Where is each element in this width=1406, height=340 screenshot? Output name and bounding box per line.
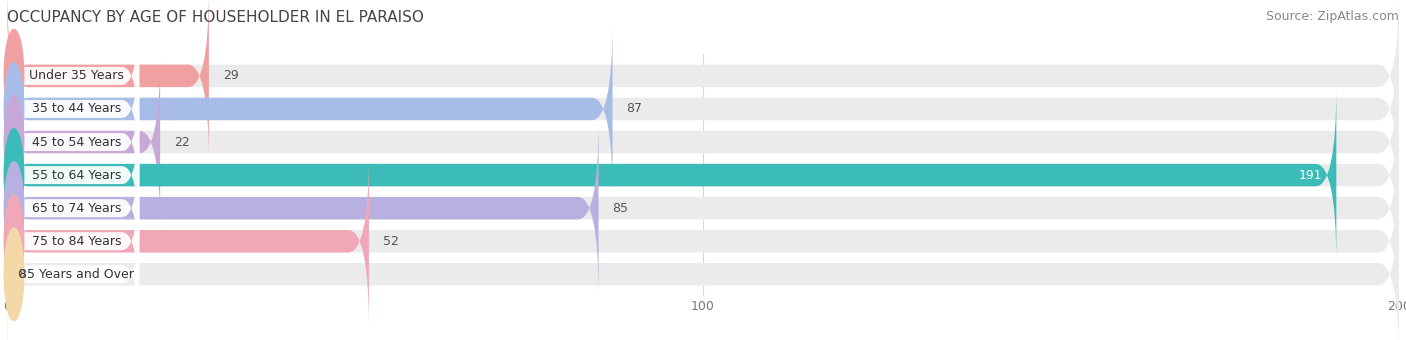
Text: Under 35 Years: Under 35 Years bbox=[30, 69, 124, 82]
FancyBboxPatch shape bbox=[7, 87, 1399, 263]
FancyBboxPatch shape bbox=[7, 120, 1399, 296]
Text: 22: 22 bbox=[174, 136, 190, 149]
Text: 0: 0 bbox=[17, 268, 25, 281]
FancyBboxPatch shape bbox=[7, 153, 368, 329]
Text: 35 to 44 Years: 35 to 44 Years bbox=[32, 102, 121, 116]
FancyBboxPatch shape bbox=[7, 0, 1399, 164]
FancyBboxPatch shape bbox=[7, 120, 599, 296]
FancyBboxPatch shape bbox=[7, 0, 209, 164]
Circle shape bbox=[4, 63, 24, 155]
Text: Source: ZipAtlas.com: Source: ZipAtlas.com bbox=[1265, 10, 1399, 23]
Text: 55 to 64 Years: 55 to 64 Years bbox=[32, 169, 121, 182]
FancyBboxPatch shape bbox=[7, 135, 139, 282]
FancyBboxPatch shape bbox=[7, 54, 160, 230]
FancyBboxPatch shape bbox=[7, 201, 139, 340]
Text: 52: 52 bbox=[382, 235, 399, 248]
Text: 45 to 54 Years: 45 to 54 Years bbox=[32, 136, 121, 149]
Circle shape bbox=[4, 162, 24, 254]
Circle shape bbox=[4, 195, 24, 288]
Text: OCCUPANCY BY AGE OF HOUSEHOLDER IN EL PARAISO: OCCUPANCY BY AGE OF HOUSEHOLDER IN EL PA… bbox=[7, 10, 423, 25]
Text: 191: 191 bbox=[1299, 169, 1323, 182]
FancyBboxPatch shape bbox=[7, 186, 1399, 340]
Text: 75 to 84 Years: 75 to 84 Years bbox=[32, 235, 121, 248]
FancyBboxPatch shape bbox=[7, 54, 1399, 230]
Circle shape bbox=[4, 96, 24, 188]
FancyBboxPatch shape bbox=[7, 153, 1399, 329]
Circle shape bbox=[4, 129, 24, 221]
FancyBboxPatch shape bbox=[7, 68, 139, 216]
FancyBboxPatch shape bbox=[7, 87, 1336, 263]
FancyBboxPatch shape bbox=[7, 21, 1399, 197]
Text: 85 Years and Over: 85 Years and Over bbox=[20, 268, 134, 281]
FancyBboxPatch shape bbox=[7, 168, 139, 315]
Text: 29: 29 bbox=[222, 69, 239, 82]
Text: 87: 87 bbox=[627, 102, 643, 116]
FancyBboxPatch shape bbox=[7, 2, 139, 150]
Circle shape bbox=[4, 228, 24, 321]
Text: 65 to 74 Years: 65 to 74 Years bbox=[32, 202, 121, 215]
FancyBboxPatch shape bbox=[7, 21, 613, 197]
Circle shape bbox=[4, 30, 24, 122]
FancyBboxPatch shape bbox=[7, 101, 139, 249]
Text: 85: 85 bbox=[613, 202, 628, 215]
FancyBboxPatch shape bbox=[7, 35, 139, 183]
